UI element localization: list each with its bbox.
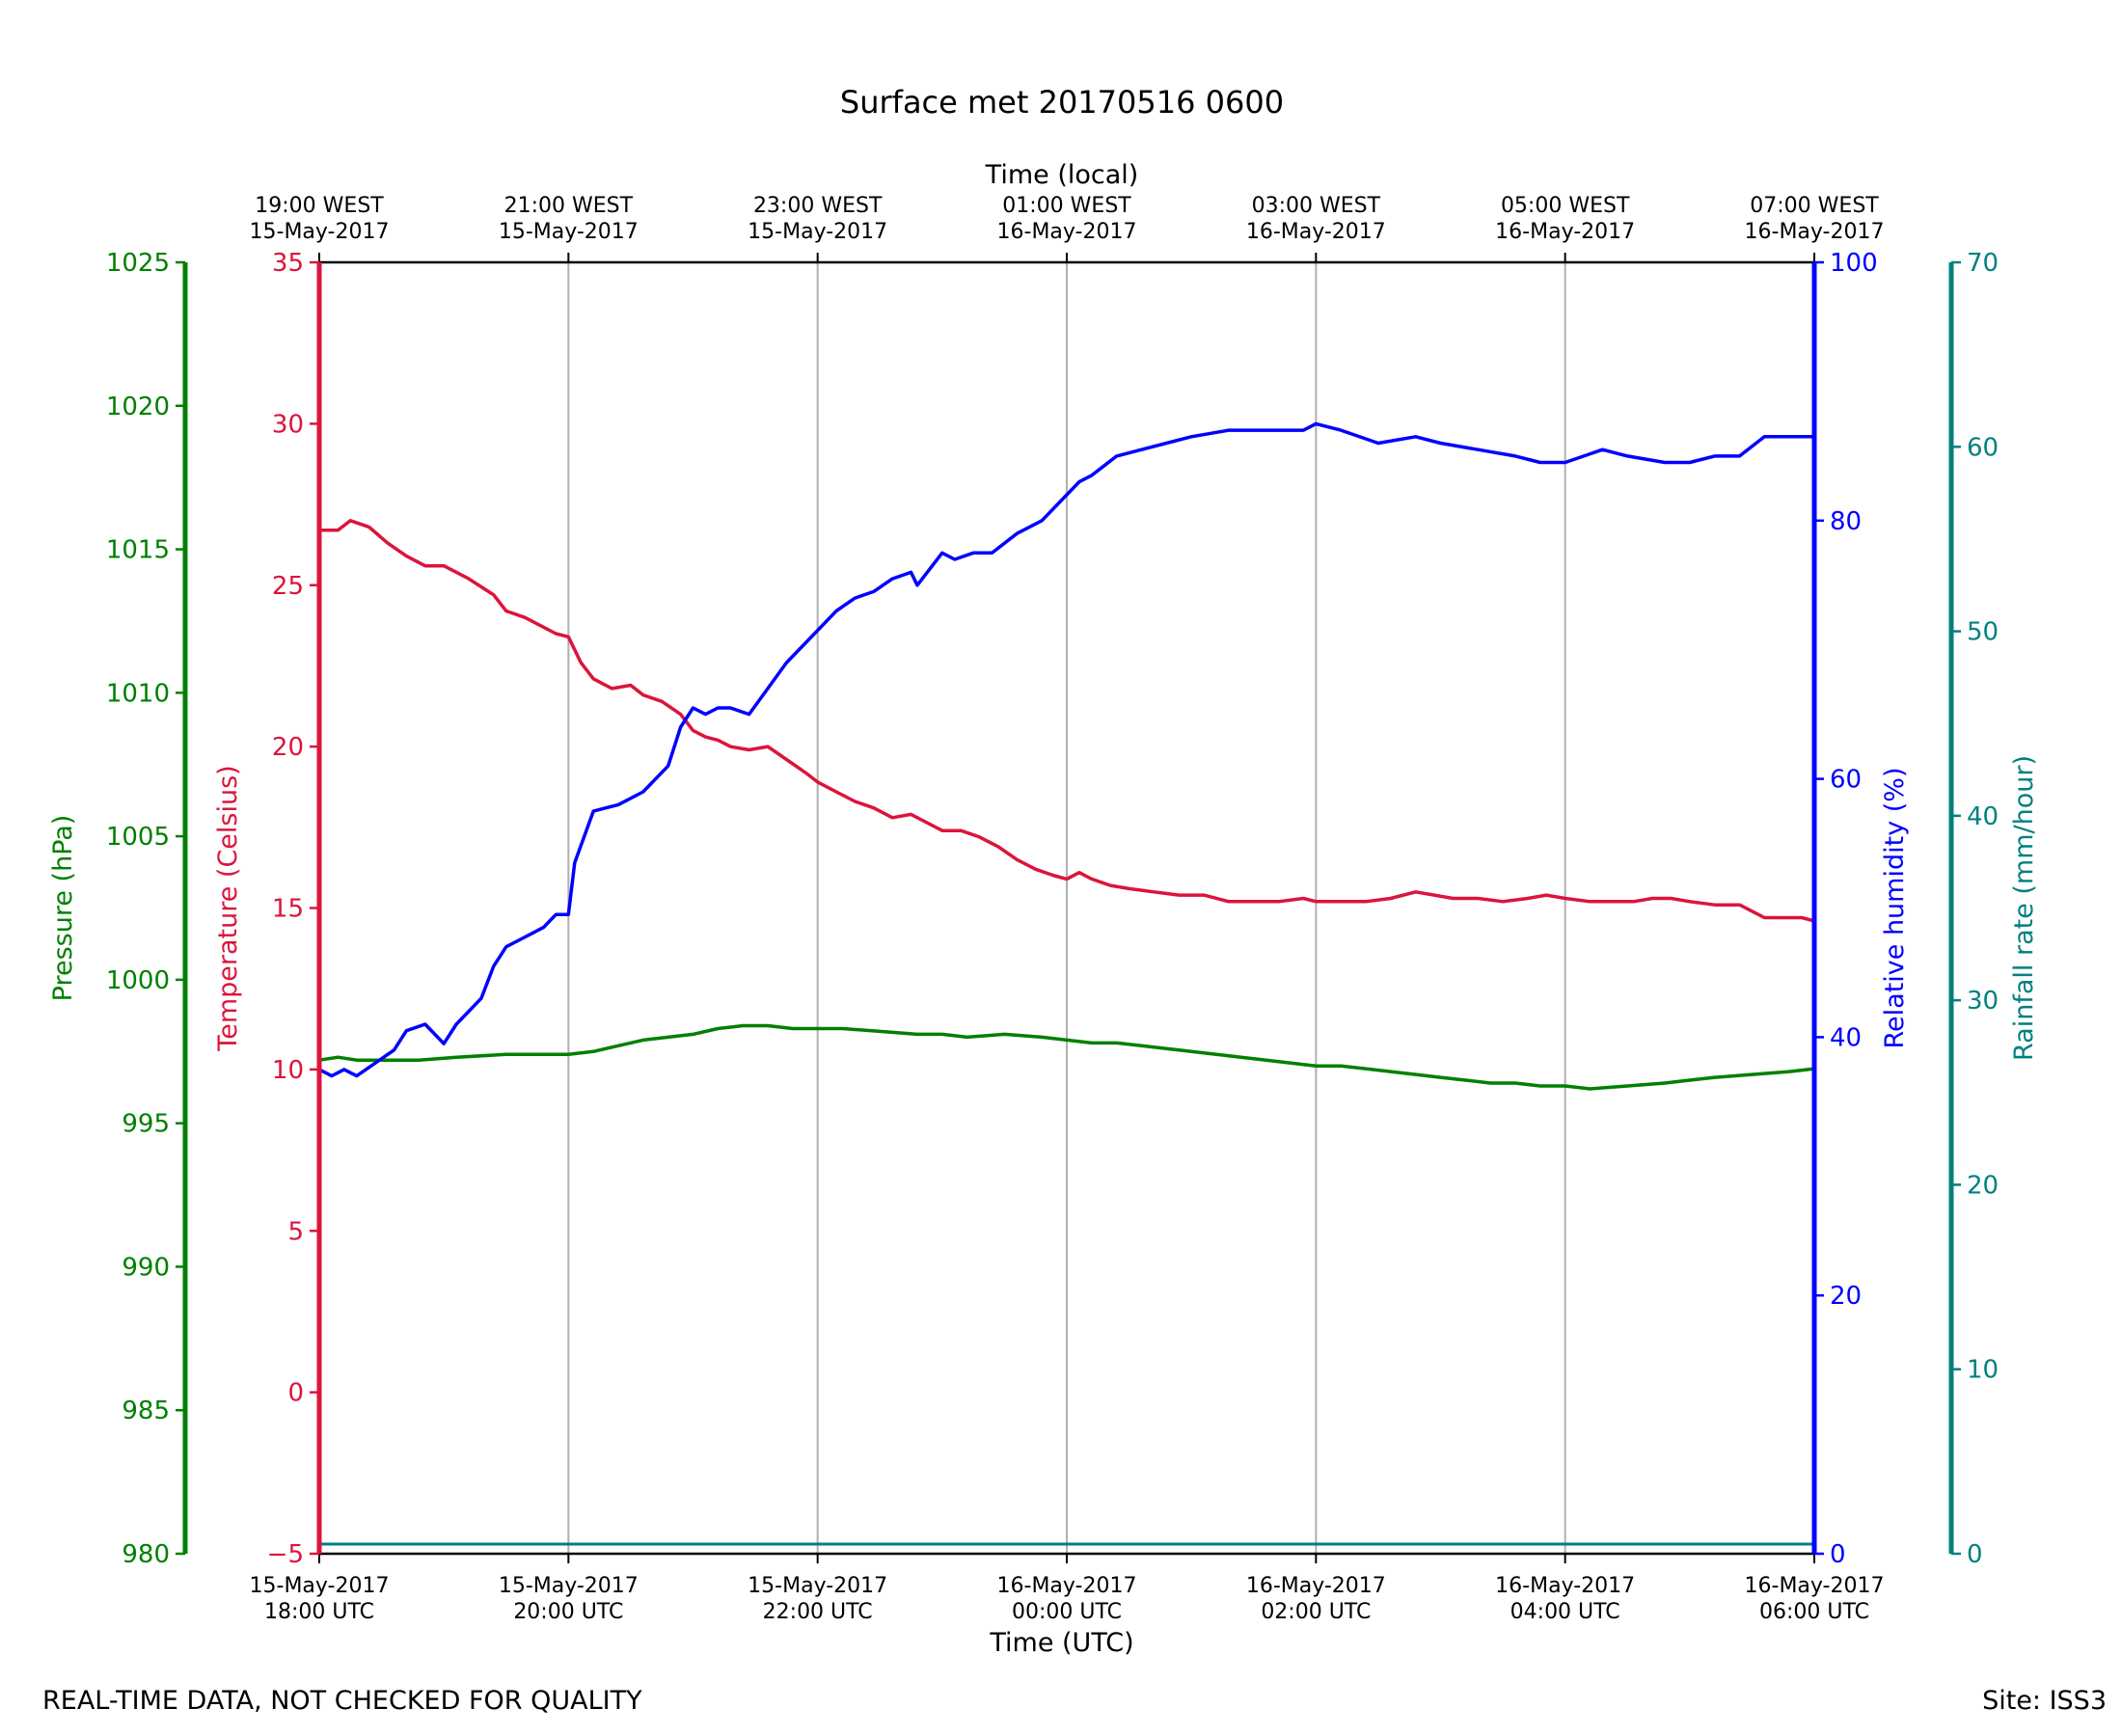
humidity-tick-label: 100: [1830, 249, 1878, 278]
x-tick-label-top: 16-May-2017: [1745, 220, 1885, 244]
x-tick-label: 20:00 UTC: [513, 1600, 623, 1624]
temperature-tick-label: 10: [272, 1056, 304, 1085]
temperature-tick-label: 0: [287, 1379, 304, 1408]
x-tick-label-top: 23:00 WEST: [753, 194, 883, 218]
x-tick-label-top: 16-May-2017: [1495, 220, 1635, 244]
temperature-series-line: [319, 519, 1815, 923]
grid-lines: [567, 262, 1566, 1554]
humidity-tick-label: 0: [1830, 1540, 1846, 1569]
x-tick-label: 16-May-2017: [997, 1574, 1137, 1598]
x-tick-label: 15-May-2017: [499, 1574, 639, 1598]
pressure-tick-label: 985: [122, 1397, 170, 1425]
pressure-tick-label: 1020: [106, 393, 170, 421]
rainfall-tick-label: 70: [1967, 249, 1999, 278]
x-tick-label-top: 15-May-2017: [499, 220, 639, 244]
temperature-tick-label: 35: [272, 249, 304, 278]
temperature-tick-label: 15: [272, 895, 304, 924]
x-tick-label: 02:00 UTC: [1261, 1600, 1371, 1624]
pressure-tick-label: 995: [122, 1110, 170, 1139]
rainfall-tick-label: 20: [1967, 1171, 1999, 1200]
x-tick-label: 06:00 UTC: [1759, 1600, 1869, 1624]
temperature-tick-label: −5: [267, 1540, 304, 1569]
x-tick-label-top: 21:00 WEST: [504, 194, 634, 218]
x-tick-label: 15-May-2017: [250, 1574, 390, 1598]
pressure-tick-label: 1000: [106, 966, 170, 995]
x-axis-label-bottom: Time (UTC): [989, 1628, 1133, 1658]
temperature-tick-label: 5: [287, 1217, 304, 1246]
pressure-tick-label: 1015: [106, 536, 170, 565]
x-tick-label: 00:00 UTC: [1012, 1600, 1122, 1624]
pressure-tick-label: 980: [122, 1540, 170, 1569]
x-tick-label: 18:00 UTC: [264, 1600, 374, 1624]
x-tick-label: 22:00 UTC: [763, 1600, 873, 1624]
x-tick-label-top: 03:00 WEST: [1252, 194, 1381, 218]
x-tick-label-top: 05:00 WEST: [1501, 194, 1630, 218]
x-axis-label-top: Time (local): [985, 160, 1139, 190]
x-tick-label-top: 15-May-2017: [748, 220, 887, 244]
rainfall-tick-label: 30: [1967, 987, 1999, 1016]
pressure-axis-label: Pressure (hPa): [48, 815, 78, 1002]
x-tick-label: 15-May-2017: [748, 1574, 887, 1598]
plot-area: [318, 421, 1815, 1546]
x-tick-label: 16-May-2017: [1246, 1574, 1386, 1598]
x-tick-label-top: 19:00 WEST: [255, 194, 384, 218]
humidity-tick-label: 80: [1830, 507, 1862, 536]
temperature-axis-label: Temperature (Celsius): [213, 765, 243, 1051]
site-label: Site: ISS3: [1982, 1686, 2107, 1716]
x-tick-label-top: 01:00 WEST: [1002, 194, 1131, 218]
temperature-tick-label: 25: [272, 572, 304, 601]
rainfall-tick-label: 10: [1967, 1356, 1999, 1385]
temperature-tick-label: 30: [272, 410, 304, 439]
x-tick-label-top: 07:00 WEST: [1750, 194, 1879, 218]
x-tick-label: 16-May-2017: [1495, 1574, 1635, 1598]
rainfall-tick-label: 40: [1967, 802, 1999, 831]
rainfall-tick-label: 0: [1967, 1540, 1983, 1569]
humidity-series-line: [318, 421, 1814, 1078]
pressure-series-line: [318, 1023, 1815, 1091]
pressure-tick-label: 1010: [106, 679, 170, 708]
humidity-axis-label: Relative humidity (%): [1880, 767, 1910, 1048]
x-tick-label: 16-May-2017: [1745, 1574, 1885, 1598]
x-tick-label-top: 16-May-2017: [997, 220, 1137, 244]
x-tick-label: 04:00 UTC: [1510, 1600, 1620, 1624]
pressure-tick-label: 1005: [106, 823, 170, 852]
humidity-tick-label: 40: [1830, 1023, 1862, 1052]
chart-title: Surface met 20170516 0600: [840, 84, 1284, 121]
pressure-tick-label: 1025: [106, 249, 170, 278]
quality-disclaimer: REAL-TIME DATA, NOT CHECKED FOR QUALITY: [42, 1686, 642, 1716]
x-tick-label-top: 15-May-2017: [250, 220, 390, 244]
humidity-tick-label: 60: [1830, 766, 1862, 795]
x-tick-label-top: 16-May-2017: [1246, 220, 1386, 244]
rainfall-tick-label: 60: [1967, 433, 1999, 462]
pressure-tick-label: 990: [122, 1253, 170, 1282]
rainfall-tick-label: 50: [1967, 618, 1999, 647]
temperature-tick-label: 20: [272, 733, 304, 762]
rainfall-axis-label: Rainfall rate (mm/hour): [2009, 755, 2039, 1061]
humidity-tick-label: 20: [1830, 1282, 1862, 1311]
